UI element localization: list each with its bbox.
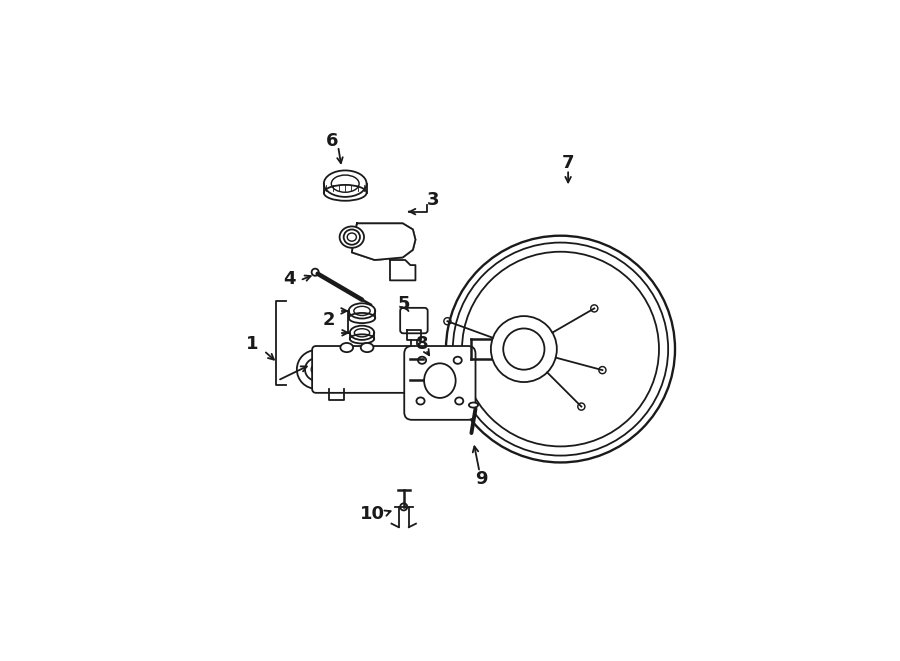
Ellipse shape <box>339 227 364 248</box>
Text: 1: 1 <box>247 335 259 353</box>
Text: 4: 4 <box>283 270 295 288</box>
Polygon shape <box>352 223 416 260</box>
FancyBboxPatch shape <box>400 308 428 333</box>
Ellipse shape <box>349 303 375 319</box>
Circle shape <box>400 503 408 510</box>
Text: 9: 9 <box>475 470 488 488</box>
Ellipse shape <box>361 343 374 352</box>
Text: 8: 8 <box>417 335 429 353</box>
Circle shape <box>311 268 319 276</box>
Ellipse shape <box>469 403 478 408</box>
FancyBboxPatch shape <box>312 346 414 393</box>
Text: 2: 2 <box>323 311 335 329</box>
Text: 6: 6 <box>326 132 338 151</box>
Text: 5: 5 <box>398 295 410 313</box>
Text: 7: 7 <box>562 154 574 173</box>
Text: 10: 10 <box>360 506 384 524</box>
Text: 3: 3 <box>427 192 439 210</box>
Circle shape <box>297 350 336 389</box>
Ellipse shape <box>340 343 353 352</box>
FancyBboxPatch shape <box>404 346 475 420</box>
Ellipse shape <box>350 326 374 340</box>
